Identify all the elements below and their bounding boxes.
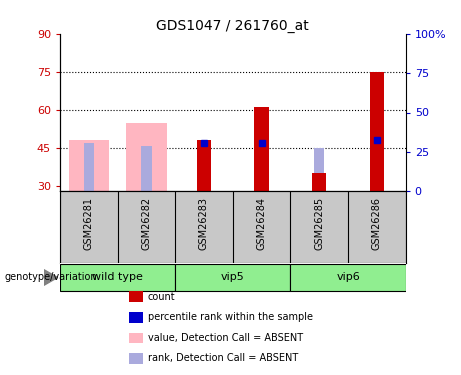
Text: wild type: wild type [92,272,143,282]
Text: GSM26281: GSM26281 [84,197,94,250]
Bar [175,264,290,291]
Text: rank, Detection Call = ABSENT: rank, Detection Call = ABSENT [148,354,298,363]
Text: count: count [148,292,175,302]
Bar [60,264,175,291]
Bar [370,72,384,191]
Text: GSM26282: GSM26282 [142,197,151,250]
Bar [312,174,326,191]
Bar [290,264,406,291]
Text: vip6: vip6 [336,272,360,282]
Bar [314,148,325,191]
Bar [197,141,211,191]
Bar [254,107,269,191]
Bar [126,123,166,191]
Text: GSM26283: GSM26283 [199,197,209,250]
Text: GSM26285: GSM26285 [314,197,324,250]
Bar [83,143,94,191]
Text: genotype/variation: genotype/variation [5,273,97,282]
Text: percentile rank within the sample: percentile rank within the sample [148,312,313,322]
Text: vip5: vip5 [221,272,245,282]
Bar [69,141,109,191]
Title: GDS1047 / 261760_at: GDS1047 / 261760_at [156,19,309,33]
Text: value, Detection Call = ABSENT: value, Detection Call = ABSENT [148,333,302,343]
Bar [141,146,152,191]
Text: GSM26286: GSM26286 [372,197,382,250]
Polygon shape [44,270,58,285]
Text: GSM26284: GSM26284 [257,197,266,250]
